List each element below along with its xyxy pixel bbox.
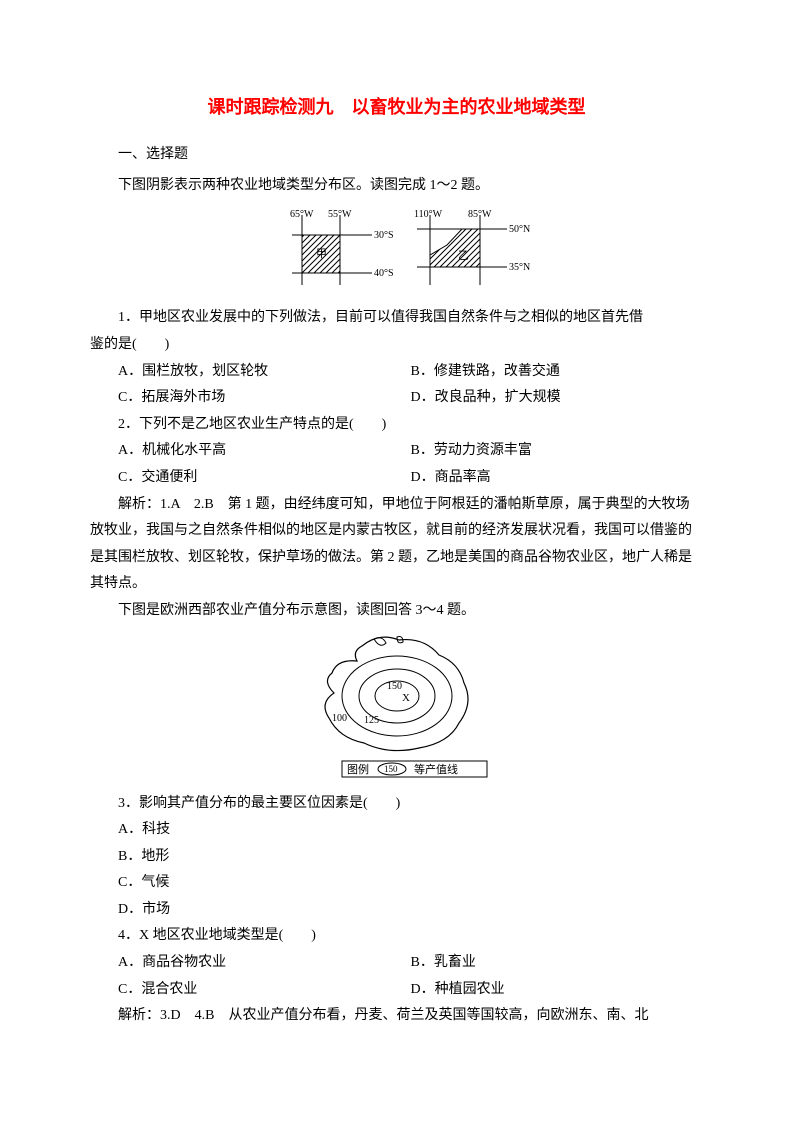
q4-option-b: B．乳畜业: [411, 950, 704, 977]
q1-stem-line1: 1．甲地区农业发展中的下列做法，目前可以值得我国自然条件与之相似的地区首先借: [90, 305, 703, 332]
contour-label-125: 125: [364, 715, 379, 726]
section-heading: 一、选择题: [90, 142, 703, 169]
lat-label: 35°N: [509, 262, 530, 273]
lon-label: 110°W: [414, 209, 443, 220]
contour-label-150: 150: [387, 681, 402, 692]
map-diagram-1: 65°W 55°W 30°S 40°S 甲 110°W 85°W 50°N 35…: [262, 205, 532, 295]
q4-options-row1: A．商品谷物农业 B．乳畜业: [90, 950, 703, 977]
q4-option-d: D．种植园农业: [411, 977, 704, 1004]
q2-option-c: C．交通便利: [118, 465, 411, 492]
region-jia: 65°W 55°W 30°S 40°S 甲: [290, 209, 394, 285]
lat-label: 50°N: [509, 224, 530, 235]
intro-2: 下图是欧洲西部农业产值分布示意图，读图回答 3～4 题。: [90, 598, 703, 625]
title-text: 课时跟踪检测九 以畜牧业为主的农业地域类型: [208, 97, 586, 117]
q3-stem: 3．影响其产值分布的最主要区位因素是( ): [90, 791, 703, 818]
q2-options-row1: A．机械化水平高 B．劳动力资源丰富: [90, 438, 703, 465]
lat-label: 40°S: [374, 268, 394, 279]
lon-label: 85°W: [468, 209, 492, 220]
q3-option-b: B．地形: [90, 844, 703, 871]
legend-label: 图例: [347, 762, 369, 776]
q1-option-b: B．修建铁路，改善交通: [411, 359, 704, 386]
legend-value: 150: [384, 764, 398, 774]
q4-option-a: A．商品谷物农业: [118, 950, 411, 977]
lon-label: 65°W: [290, 209, 314, 220]
lat-label: 30°S: [374, 230, 394, 241]
q4-option-c: C．混合农业: [118, 977, 411, 1004]
q2-option-a: A．机械化水平高: [118, 438, 411, 465]
q2-options-row2: C．交通便利 D．商品率高: [90, 465, 703, 492]
q1-options-row2: C．拓展海外市场 D．改良品种，扩大规模: [90, 385, 703, 412]
q2-stem: 2．下列不是乙地区农业生产特点的是( ): [90, 412, 703, 439]
q1-stem-line2: 鉴的是( ): [90, 332, 703, 359]
explanation-34: 解析：3.D 4.B 从农业产值分布看，丹麦、荷兰及英国等国较高，向欧洲东、南、…: [90, 1003, 703, 1030]
region-yi: 110°W 85°W 50°N 35°N 乙: [414, 209, 530, 285]
europe-map-diagram: 100 125 150 X 图例 150 等产值线: [302, 631, 492, 781]
contour-label-100: 100: [332, 713, 347, 724]
q3-option-c: C．气候: [90, 870, 703, 897]
figure-1: 65°W 55°W 30°S 40°S 甲 110°W 85°W 50°N 35…: [90, 205, 703, 295]
intro-1: 下图阴影表示两种农业地域类型分布区。读图完成 1～2 题。: [90, 173, 703, 200]
q3-option-a: A．科技: [90, 817, 703, 844]
marker-x: X: [402, 692, 410, 704]
region-label-yi: 乙: [458, 249, 469, 262]
q1-option-a: A．围栏放牧，划区轮牧: [118, 359, 411, 386]
q4-stem: 4．X 地区农业地域类型是( ): [90, 923, 703, 950]
page-title: 课时跟踪检测九 以畜牧业为主的农业地域类型: [90, 90, 703, 124]
q1-options-row1: A．围栏放牧，划区轮牧 B．修建铁路，改善交通: [90, 359, 703, 386]
figure-2: 100 125 150 X 图例 150 等产值线: [90, 631, 703, 781]
q3-option-d: D．市场: [90, 897, 703, 924]
explanation-12: 解析：1.A 2.B 第 1 题，由经纬度可知，甲地位于阿根廷的潘帕斯草原，属于…: [90, 492, 703, 598]
legend-desc: 等产值线: [414, 762, 458, 776]
region-label-jia: 甲: [316, 248, 327, 260]
q1-option-d: D．改良品种，扩大规模: [411, 385, 704, 412]
lon-label: 55°W: [328, 209, 352, 220]
q1-option-c: C．拓展海外市场: [118, 385, 411, 412]
q2-option-b: B．劳动力资源丰富: [411, 438, 704, 465]
q4-options-row2: C．混合农业 D．种植园农业: [90, 977, 703, 1004]
q2-option-d: D．商品率高: [411, 465, 704, 492]
